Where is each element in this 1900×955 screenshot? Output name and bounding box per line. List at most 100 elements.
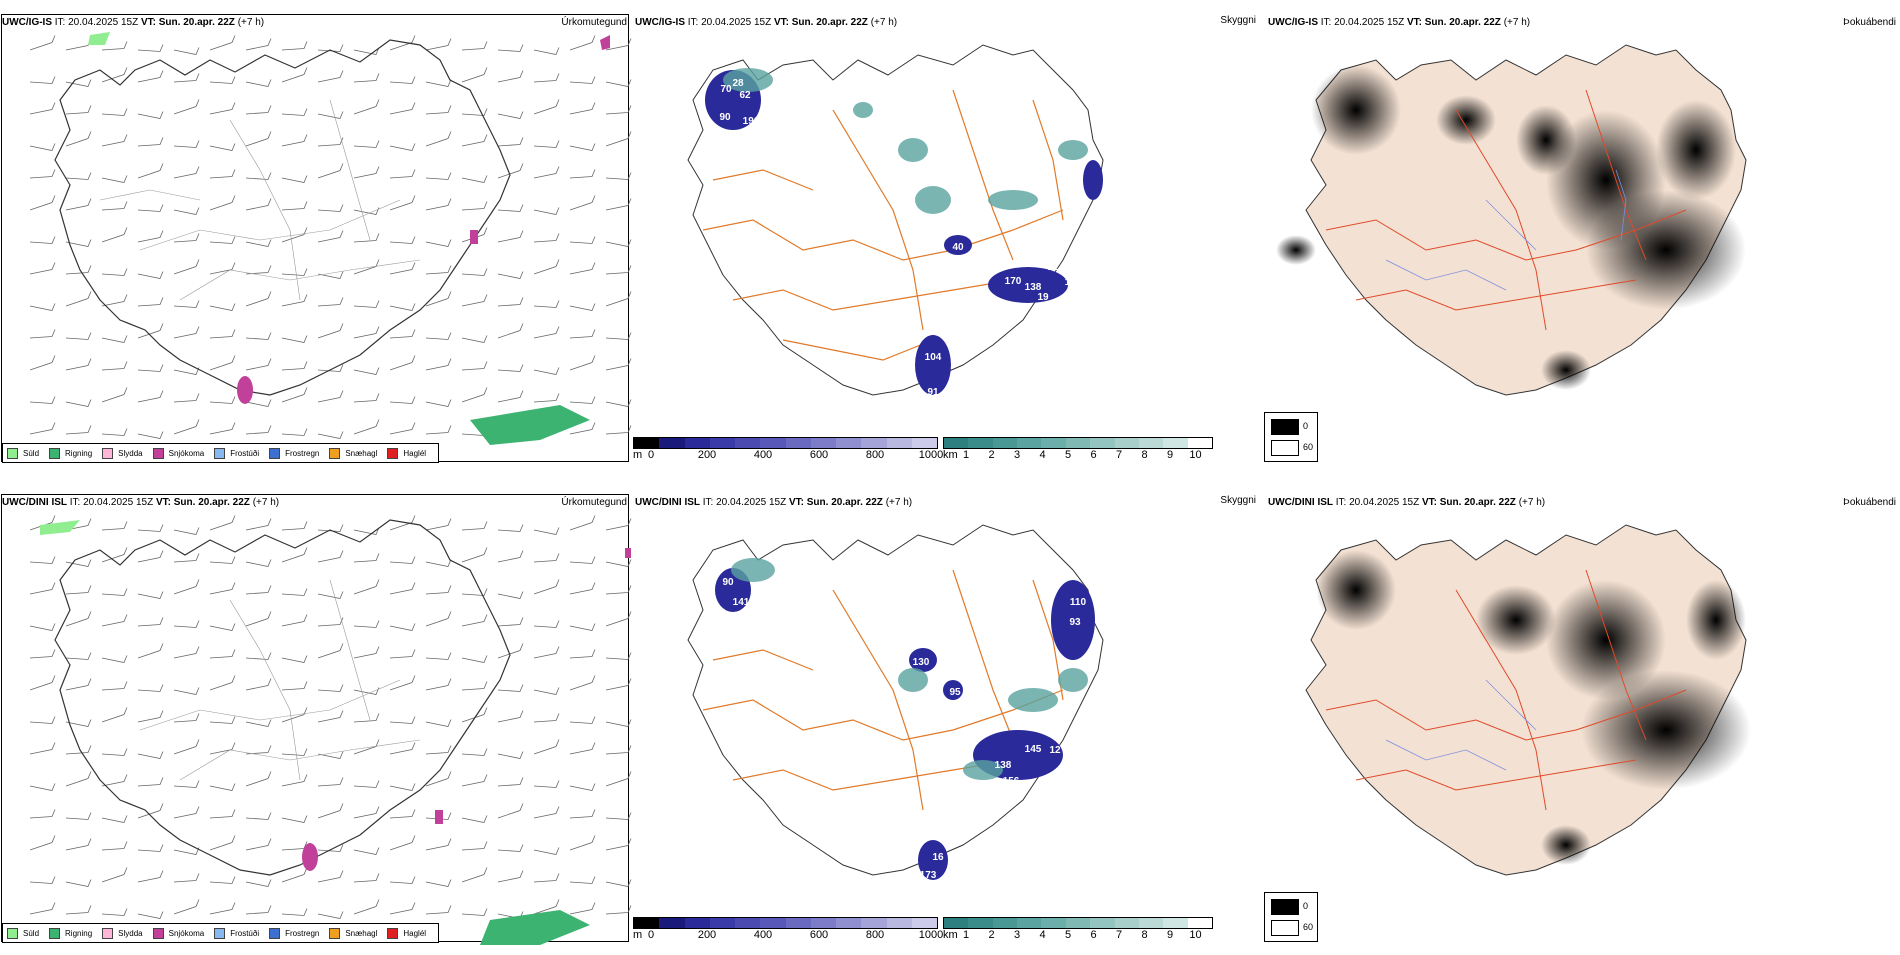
wind-barb <box>353 166 380 179</box>
wind-barb <box>317 44 344 52</box>
swatch <box>269 927 281 939</box>
cloud-base-label: 170 <box>1005 276 1022 287</box>
wind-barb <box>533 393 560 403</box>
colorbar-segment <box>944 438 969 448</box>
wind-barb <box>65 879 92 887</box>
cloud-base-label: 130 <box>913 657 930 668</box>
wind-barb <box>281 547 308 563</box>
wind-barb <box>353 873 380 883</box>
wind-barb <box>353 687 380 695</box>
wind-barb <box>605 518 632 531</box>
wind-barb <box>389 876 416 884</box>
wind-barb <box>281 774 308 787</box>
wind-barb <box>245 905 272 915</box>
wind-barb <box>317 550 344 563</box>
wind-barb <box>137 591 164 599</box>
panel-fog-bottom: UWC/DINI ISL IT: 20.04.2025 15Z VT: Sun.… <box>1266 480 1900 955</box>
wind-barb <box>209 783 236 791</box>
wind-barb <box>281 588 308 596</box>
wind-barb <box>425 332 452 340</box>
wind-barb <box>101 681 128 691</box>
wind-barb <box>425 518 452 531</box>
wind-barb <box>245 719 272 727</box>
wind-barb <box>101 335 128 343</box>
iceland-map-windbarbs <box>29 515 632 945</box>
wind-barb <box>281 361 308 371</box>
legend-label: Frostregn <box>285 928 320 938</box>
wind-barb <box>65 518 92 531</box>
wind-barb <box>533 527 560 535</box>
wind-barb <box>425 879 452 887</box>
wind-barb <box>605 198 632 211</box>
wind-barb <box>353 259 380 275</box>
legend-item: Snæhagl <box>329 927 377 939</box>
wind-barb <box>29 76 56 84</box>
wind-barb <box>461 335 488 343</box>
legend-label: Snjókoma <box>168 448 205 458</box>
wind-barb <box>569 422 596 435</box>
colorbar-tick: 3 <box>1013 929 1021 941</box>
wind-barb <box>353 367 380 375</box>
wind-barb <box>389 355 416 371</box>
wind-barb <box>65 79 92 87</box>
wind-barb <box>281 815 308 823</box>
vt-label: VT: <box>155 497 171 508</box>
wind-barb <box>245 399 272 407</box>
wind-barb <box>389 902 416 915</box>
wind-barb <box>389 102 416 115</box>
wind-barb <box>173 73 200 83</box>
wind-barb <box>533 207 560 215</box>
colorbar-tick: 200 <box>697 449 717 461</box>
fog-value-0: 0 <box>1303 901 1309 911</box>
wind-barb <box>353 47 380 55</box>
wind-barb <box>173 233 200 243</box>
it-label: IT: <box>69 497 81 508</box>
legend-label: Frostúði <box>230 448 260 458</box>
wind-barb <box>173 646 200 659</box>
colorbar-segment <box>634 438 660 448</box>
wind-barb <box>317 524 344 532</box>
cloud-base-label: 145 <box>1025 744 1042 755</box>
swatch <box>49 927 61 939</box>
legend-item: Súld <box>7 927 39 939</box>
legend-item: Snæhagl <box>329 447 377 459</box>
visibility-ticks: 1 2 3 4 5 6 7 8 9 10 <box>958 449 1208 461</box>
wind-barb <box>497 550 524 563</box>
colorbar-tick: 8 <box>1141 449 1148 461</box>
it-label: IT: <box>54 17 66 28</box>
wind-barb <box>605 905 632 915</box>
wind-barb <box>389 582 416 595</box>
wind-barb <box>137 710 164 723</box>
colorbar-tick: 8 <box>1141 929 1148 941</box>
colorbar-tick: 5 <box>1064 929 1072 941</box>
wind-barb <box>245 425 272 435</box>
cloud-base-ticks: 0 200 400 600 800 1000 <box>633 929 943 941</box>
wind-barb <box>497 751 524 759</box>
wind-barb <box>353 140 380 148</box>
wind-barb <box>425 905 452 915</box>
wind-barb <box>281 41 308 51</box>
wind-barb <box>173 367 200 375</box>
wind-barb <box>209 876 236 884</box>
wind-barb <box>461 134 488 147</box>
wind-barb <box>173 140 200 148</box>
fog-value-0: 0 <box>1303 421 1309 431</box>
wind-barb <box>101 361 128 371</box>
wind-barb <box>605 239 632 247</box>
wind-barb <box>317 163 344 179</box>
wind-barb <box>425 771 452 787</box>
swatch <box>152 447 164 459</box>
colorbar-tick: 0 <box>647 449 655 461</box>
legend-item: Súld <box>7 447 39 459</box>
wind-barb <box>65 105 92 115</box>
wind-barb <box>209 716 236 724</box>
precip-legend: Súld Rigning Slydda Snjókoma Frostúði Fr… <box>2 923 440 943</box>
swatch <box>7 927 18 939</box>
wind-barb <box>353 713 380 723</box>
colorbar-tick: 9 <box>1166 929 1174 941</box>
legend-item: Slydda <box>102 447 143 459</box>
wind-barb <box>569 623 596 631</box>
wind-barb <box>461 748 488 756</box>
cloud-base-colorbar <box>633 437 938 449</box>
wind-barb <box>353 739 380 755</box>
